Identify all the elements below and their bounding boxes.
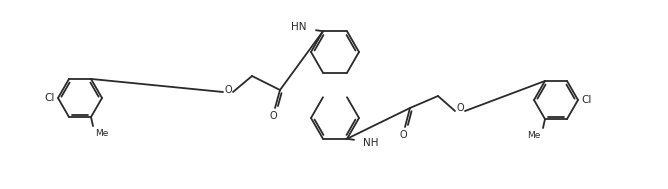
Text: O: O [456,103,464,113]
Text: Cl: Cl [45,93,55,103]
Text: O: O [224,85,232,95]
Text: O: O [399,130,407,140]
Text: Cl: Cl [581,95,591,105]
Text: O: O [269,111,277,121]
Text: Me: Me [528,131,541,140]
Text: Me: Me [95,129,108,138]
Text: HN: HN [291,22,307,32]
Text: NH: NH [363,138,379,148]
